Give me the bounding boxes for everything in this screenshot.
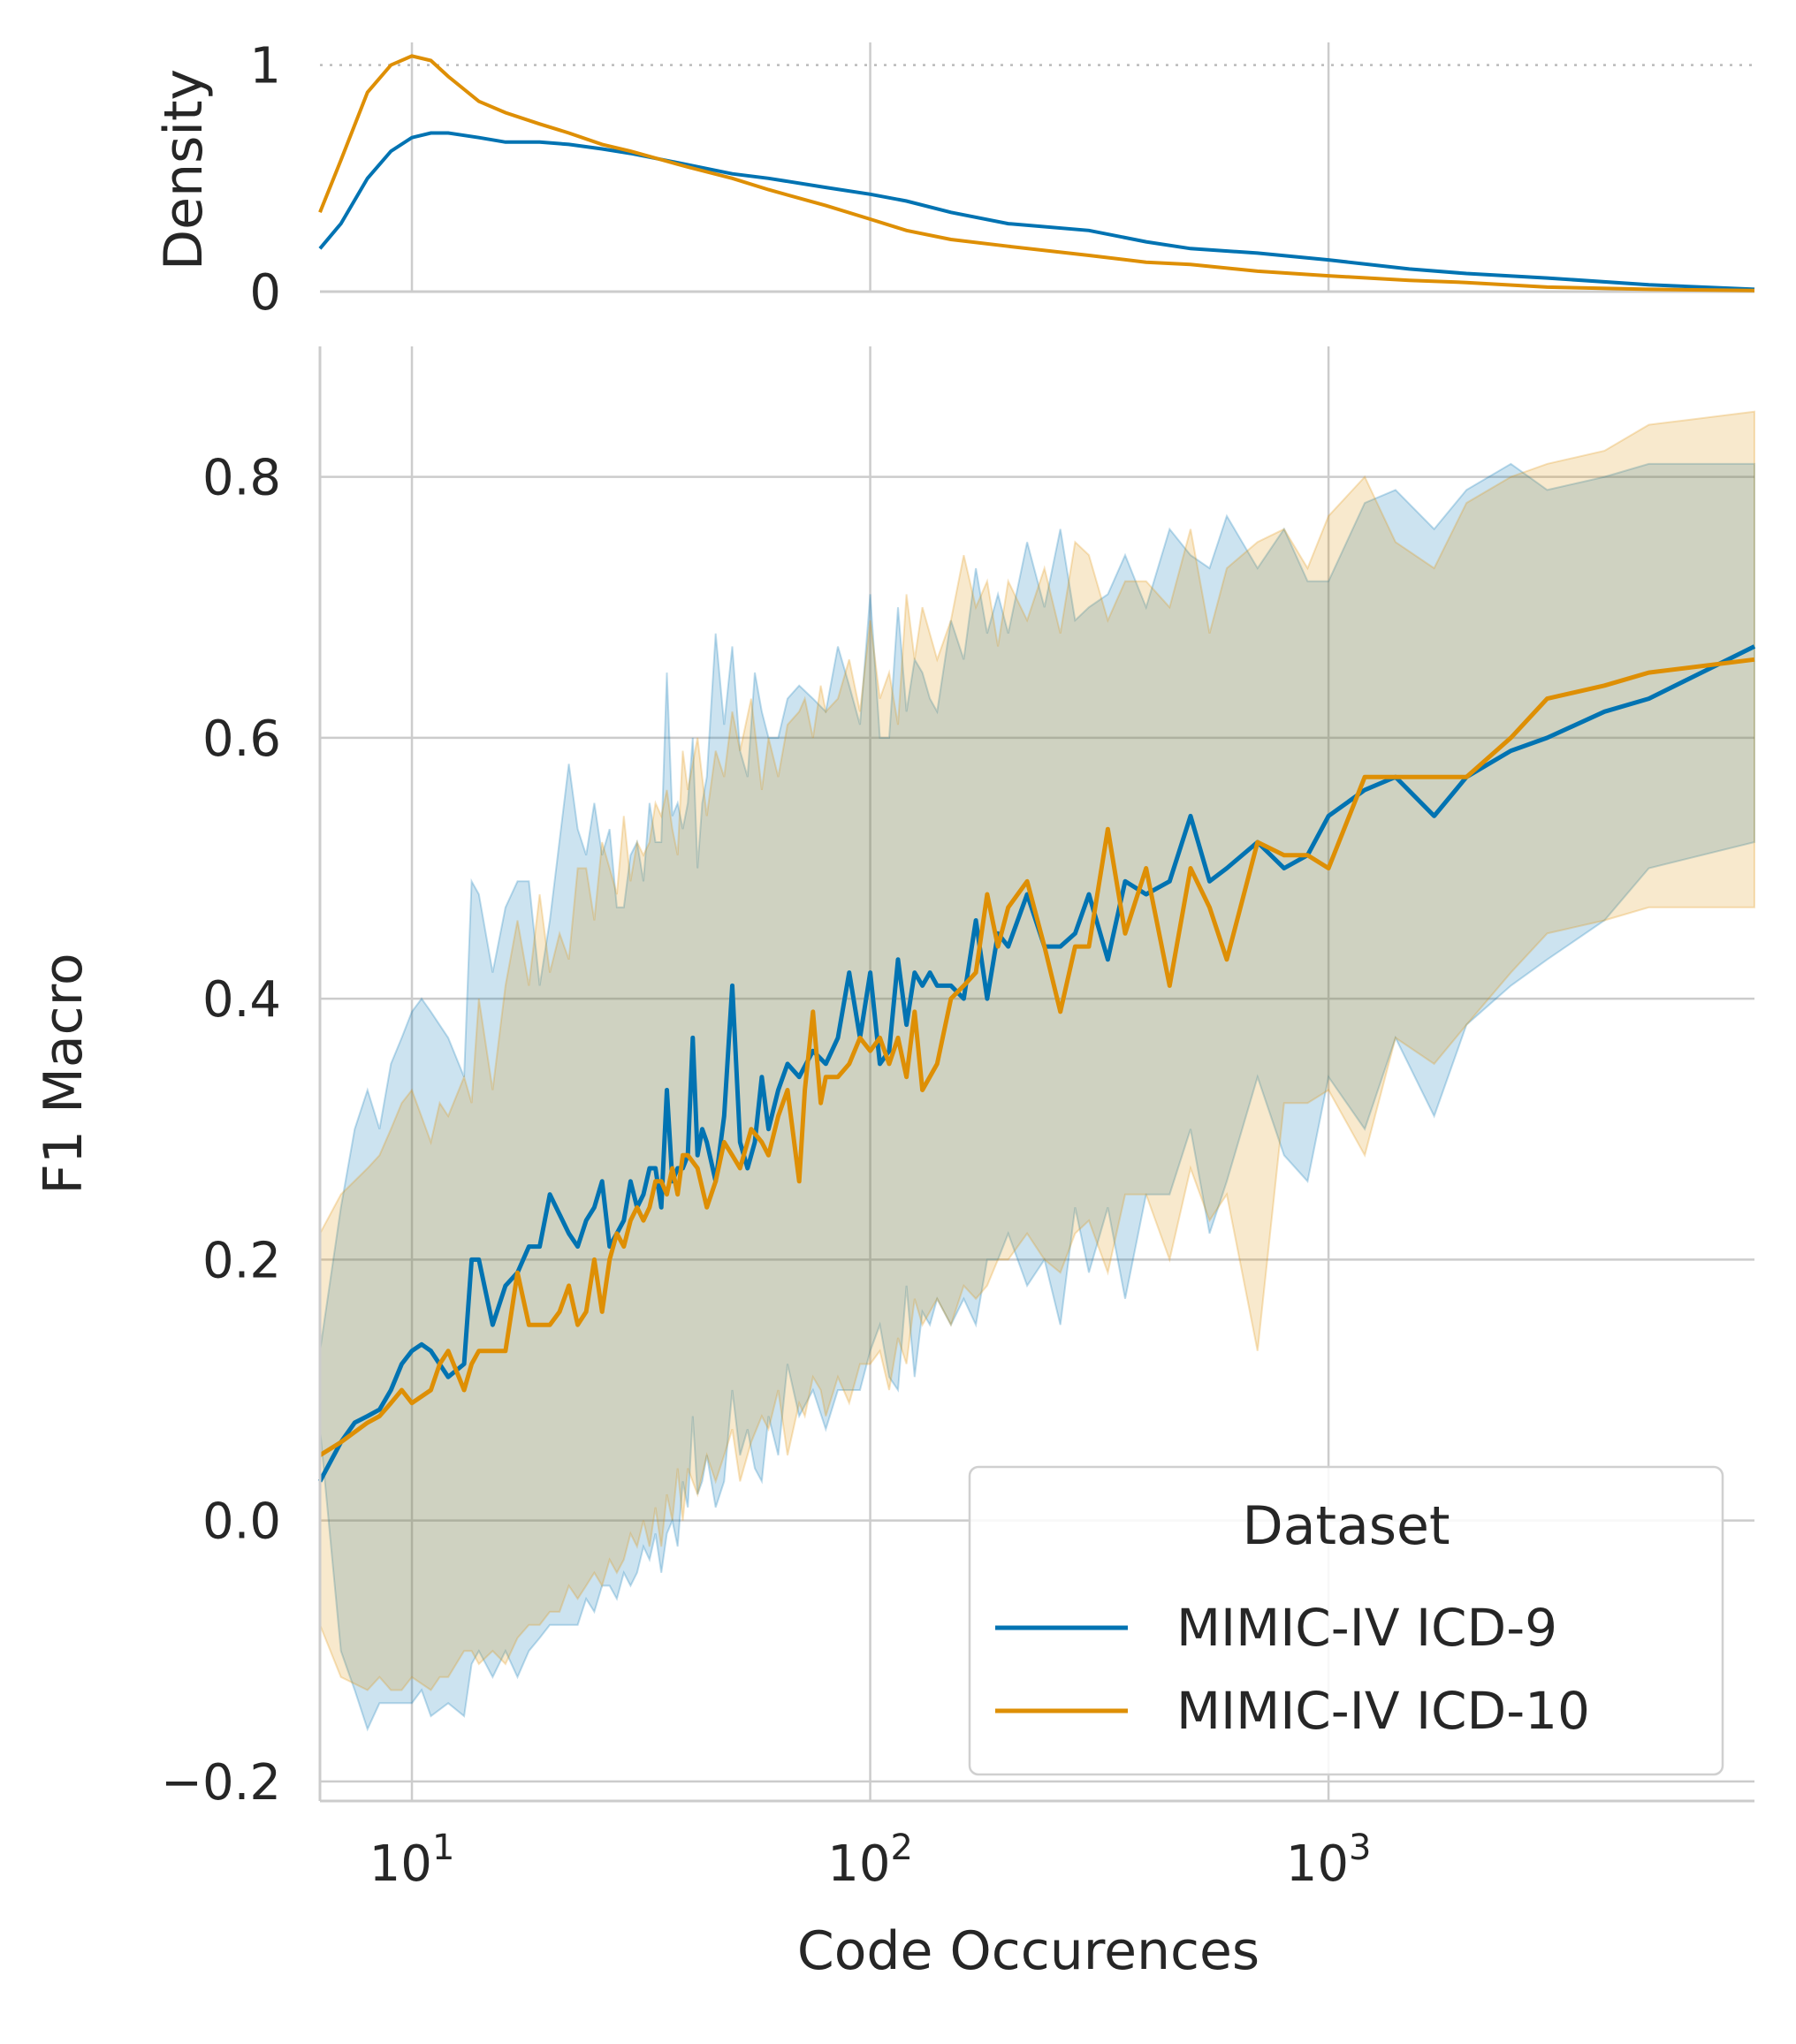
x-tick-base: 10 — [369, 1835, 432, 1893]
x-tick-exponent: 3 — [1349, 1827, 1371, 1868]
density-y-axis-title: Density — [153, 69, 215, 270]
density-y-tick-label: 0 — [249, 264, 281, 322]
main-x-axis-title: Code Occurences — [797, 1920, 1259, 1982]
confidence-band-icd10 — [319, 410, 1755, 1691]
main-y-tick-label: −0.2 — [161, 1754, 281, 1812]
density-panel: 0 1 Density — [153, 38, 1755, 322]
legend-label-icd10: MIMIC-IV ICD-10 — [1176, 1681, 1590, 1741]
x-tick-base: 10 — [1286, 1835, 1349, 1893]
density-line-icd10 — [318, 54, 1755, 293]
main-x-tick-label: 102 — [827, 1827, 913, 1893]
density-line-icd9 — [318, 131, 1755, 292]
legend-title: Dataset — [1243, 1495, 1450, 1557]
main-y-axis-title: F1 Macro — [33, 953, 95, 1194]
x-tick-base: 10 — [827, 1835, 890, 1893]
main-y-tick-label: 0.0 — [202, 1493, 281, 1551]
density-y-tick-label: 1 — [249, 38, 281, 95]
f1-line-icd10 — [318, 657, 1755, 1457]
main-y-tick-label: 0.6 — [202, 710, 281, 768]
x-tick-exponent: 2 — [890, 1827, 912, 1868]
x-tick-exponent: 1 — [432, 1827, 454, 1868]
main-x-tick-label: 101 — [369, 1827, 455, 1893]
main-x-tick-label: 103 — [1286, 1827, 1372, 1893]
f1-line-icd9 — [317, 644, 1756, 1483]
main-y-tick-label: 0.4 — [202, 971, 281, 1029]
legend: Dataset MIMIC-IV ICD-9 MIMIC-IV ICD-10 — [968, 1465, 1724, 1776]
legend-box — [968, 1465, 1724, 1776]
main-y-tick-label: 0.2 — [202, 1232, 281, 1289]
main-y-tick-label: 0.8 — [202, 450, 281, 507]
legend-label-icd9: MIMIC-IV ICD-9 — [1176, 1598, 1557, 1658]
